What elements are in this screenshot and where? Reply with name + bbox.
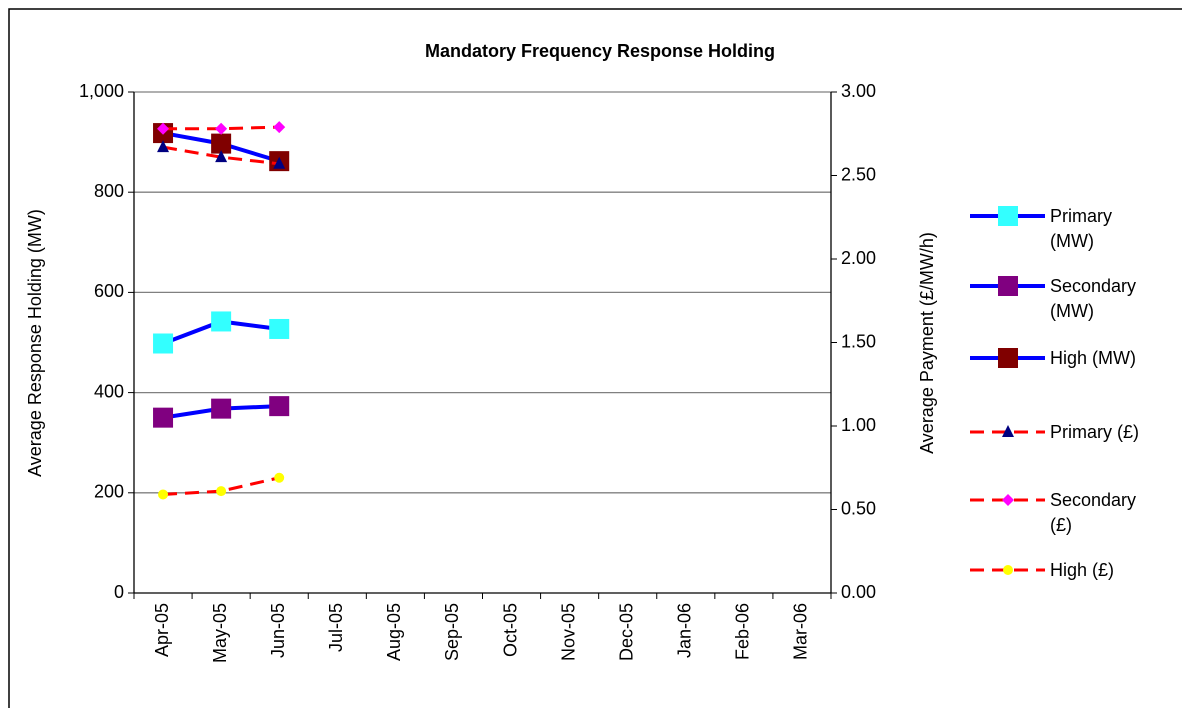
legend-item: Primary (£) bbox=[1050, 422, 1139, 442]
marker bbox=[158, 489, 169, 500]
legend-item: Secondary (£) bbox=[1050, 490, 1137, 535]
y2-axis-title: Average Payment (£/MW/h) bbox=[917, 232, 937, 454]
legend-label: High (MW) bbox=[1050, 348, 1136, 368]
x-tick-label: Apr-05 bbox=[152, 603, 172, 657]
series bbox=[157, 140, 286, 169]
y2-tick-label: 0.00 bbox=[841, 582, 876, 602]
marker bbox=[273, 156, 286, 169]
series bbox=[158, 472, 285, 500]
marker bbox=[153, 333, 174, 354]
x-tick-label: Dec-05 bbox=[616, 603, 636, 661]
legend-label: Secondary (£) bbox=[1050, 490, 1137, 535]
y-tick-label: 0 bbox=[114, 582, 124, 602]
y-axis-title: Average Response Holding (MW) bbox=[25, 209, 45, 477]
marker bbox=[273, 121, 286, 134]
x-tick-label: Oct-05 bbox=[500, 603, 520, 657]
y2-tick-label: 3.00 bbox=[841, 81, 876, 101]
legend-marker bbox=[1002, 425, 1014, 437]
y2-tick-label: 2.00 bbox=[841, 248, 876, 268]
x-tick-label: May-05 bbox=[210, 603, 230, 663]
y2-tick-label: 1.50 bbox=[841, 331, 876, 351]
marker bbox=[269, 396, 290, 417]
marker bbox=[157, 122, 170, 135]
marker bbox=[215, 122, 228, 135]
legend-label: Secondary (MW) bbox=[1050, 276, 1137, 321]
marker bbox=[211, 133, 232, 154]
marker bbox=[274, 472, 285, 483]
series-line bbox=[163, 125, 280, 131]
legend-label: Primary (MW) bbox=[1050, 206, 1112, 251]
legend-marker bbox=[998, 348, 1018, 368]
x-tick-label: Sep-05 bbox=[442, 603, 462, 661]
x-tick-label: Feb-06 bbox=[733, 603, 753, 660]
series bbox=[153, 396, 290, 428]
marker bbox=[216, 486, 227, 497]
x-tick-label: Mar-06 bbox=[791, 603, 811, 660]
y-tick-label: 200 bbox=[94, 482, 124, 502]
y-tick-label: 800 bbox=[94, 181, 124, 201]
x-tick-label: Aug-05 bbox=[384, 603, 404, 661]
y2-tick-label: 1.00 bbox=[841, 415, 876, 435]
x-tick-label: Jan-06 bbox=[675, 603, 695, 658]
y2-tick-label: 0.50 bbox=[841, 498, 876, 518]
x-tick-label: Nov-05 bbox=[558, 603, 578, 661]
marker bbox=[269, 318, 290, 339]
y-tick-label: 600 bbox=[94, 281, 124, 301]
marker bbox=[211, 398, 232, 419]
marker bbox=[211, 311, 232, 332]
legend-label: High (£) bbox=[1050, 560, 1115, 580]
series bbox=[153, 311, 290, 354]
chart-title: Mandatory Frequency Response Holding bbox=[425, 41, 775, 61]
legend-item: Secondary (MW) bbox=[1050, 276, 1137, 321]
x-tick-label: Jun-05 bbox=[268, 603, 288, 658]
legend-item: High (£) bbox=[1050, 560, 1115, 580]
marker bbox=[153, 407, 174, 428]
legend-label: Primary (£) bbox=[1050, 422, 1139, 442]
marker bbox=[157, 140, 170, 153]
y2-tick-label: 2.50 bbox=[841, 164, 876, 184]
x-tick-label: Jul-05 bbox=[326, 603, 346, 652]
legend-marker bbox=[1003, 565, 1013, 575]
legend-item: High (MW) bbox=[1050, 348, 1136, 368]
legend-marker bbox=[998, 206, 1018, 226]
legend-item: Primary (MW) bbox=[1050, 206, 1112, 251]
series-line bbox=[162, 145, 280, 166]
y-tick-label: 1,000 bbox=[79, 81, 124, 101]
series bbox=[157, 121, 286, 135]
marker bbox=[215, 150, 228, 163]
y-tick-label: 400 bbox=[94, 381, 124, 401]
legend-marker bbox=[1002, 494, 1014, 506]
series-line bbox=[162, 476, 280, 496]
legend-marker bbox=[998, 276, 1018, 296]
